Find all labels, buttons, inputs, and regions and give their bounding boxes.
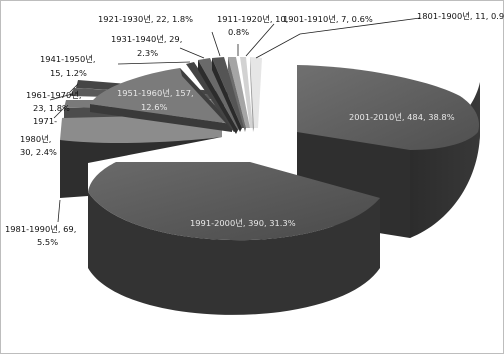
label-1980-b: 30, 2.4% — [20, 147, 57, 157]
thin-slices — [186, 57, 262, 134]
label-1921: 1921-1930년, 22, 1.8% — [98, 14, 193, 24]
slice-2001-2010-top — [297, 65, 480, 150]
label-1911-b: 0.8% — [228, 27, 249, 37]
label-1911-a: 1911-1920년, 10, — [217, 14, 288, 24]
label-1961-b: 23, 1.8% — [33, 103, 70, 113]
label-1961-a: 1961-1970년, — [26, 90, 82, 100]
leader-1801 — [255, 17, 421, 59]
label-1931-a: 1931-1940년, 29, — [111, 34, 182, 44]
slice-1951-1960-side — [90, 104, 232, 132]
leader-1980 — [53, 105, 67, 119]
slice-1991-2000 — [88, 162, 380, 315]
label-1931-b: 2.3% — [137, 48, 158, 58]
label-2001: 2001-2010년, 484, 38.8% — [349, 112, 455, 122]
slice-1921-1930 — [212, 57, 246, 128]
label-1971: 1971- — [33, 116, 57, 126]
leader-1931 — [179, 47, 205, 59]
label-1991: 1991-2000년, 390, 31.3% — [190, 218, 296, 228]
label-1981-b: 5.5% — [37, 237, 58, 247]
label-1941-a: 1941-1950년, — [40, 54, 96, 64]
slice-1951-1960 — [90, 68, 234, 132]
label-1951-b: 12.6% — [141, 102, 167, 112]
label-1951-a: 1951-1960년, 157, — [117, 88, 194, 98]
slice-1801-1900-side — [250, 57, 254, 132]
leader-1971 — [49, 93, 73, 101]
leader-lines — [49, 17, 421, 223]
leader-1921 — [211, 31, 221, 57]
slice-1951-1960-top — [90, 68, 232, 124]
label-1801: 1801-1900년, 11, 0.9% — [417, 11, 504, 21]
label-1901: 1901-1910년, 7, 0.6% — [283, 14, 373, 24]
slice-1911-1920 — [228, 57, 250, 128]
leader-1981 — [57, 199, 61, 223]
slice-1931-1940-side — [198, 60, 238, 134]
leader-1901 — [245, 23, 275, 57]
label-1941-b: 15, 1.2% — [50, 68, 87, 78]
labels: 1921-1930년, 22, 1.8% 1911-1920년, 10, 0.8… — [5, 11, 504, 247]
slice-1911-1920-side — [228, 57, 246, 132]
label-1981-a: 1981-1990년, 69, — [5, 224, 76, 234]
slice-1951-1960-side-right — [180, 68, 234, 132]
label-1980-a: 1980년, — [20, 134, 51, 144]
slice-1991-2000-top — [88, 162, 380, 241]
slice-1901-1910 — [240, 57, 253, 128]
leader-1961 — [69, 83, 79, 93]
leader-1941 — [117, 61, 191, 65]
slice-1921-1930-side — [212, 58, 242, 132]
slice-1991-2000-side — [88, 192, 380, 315]
